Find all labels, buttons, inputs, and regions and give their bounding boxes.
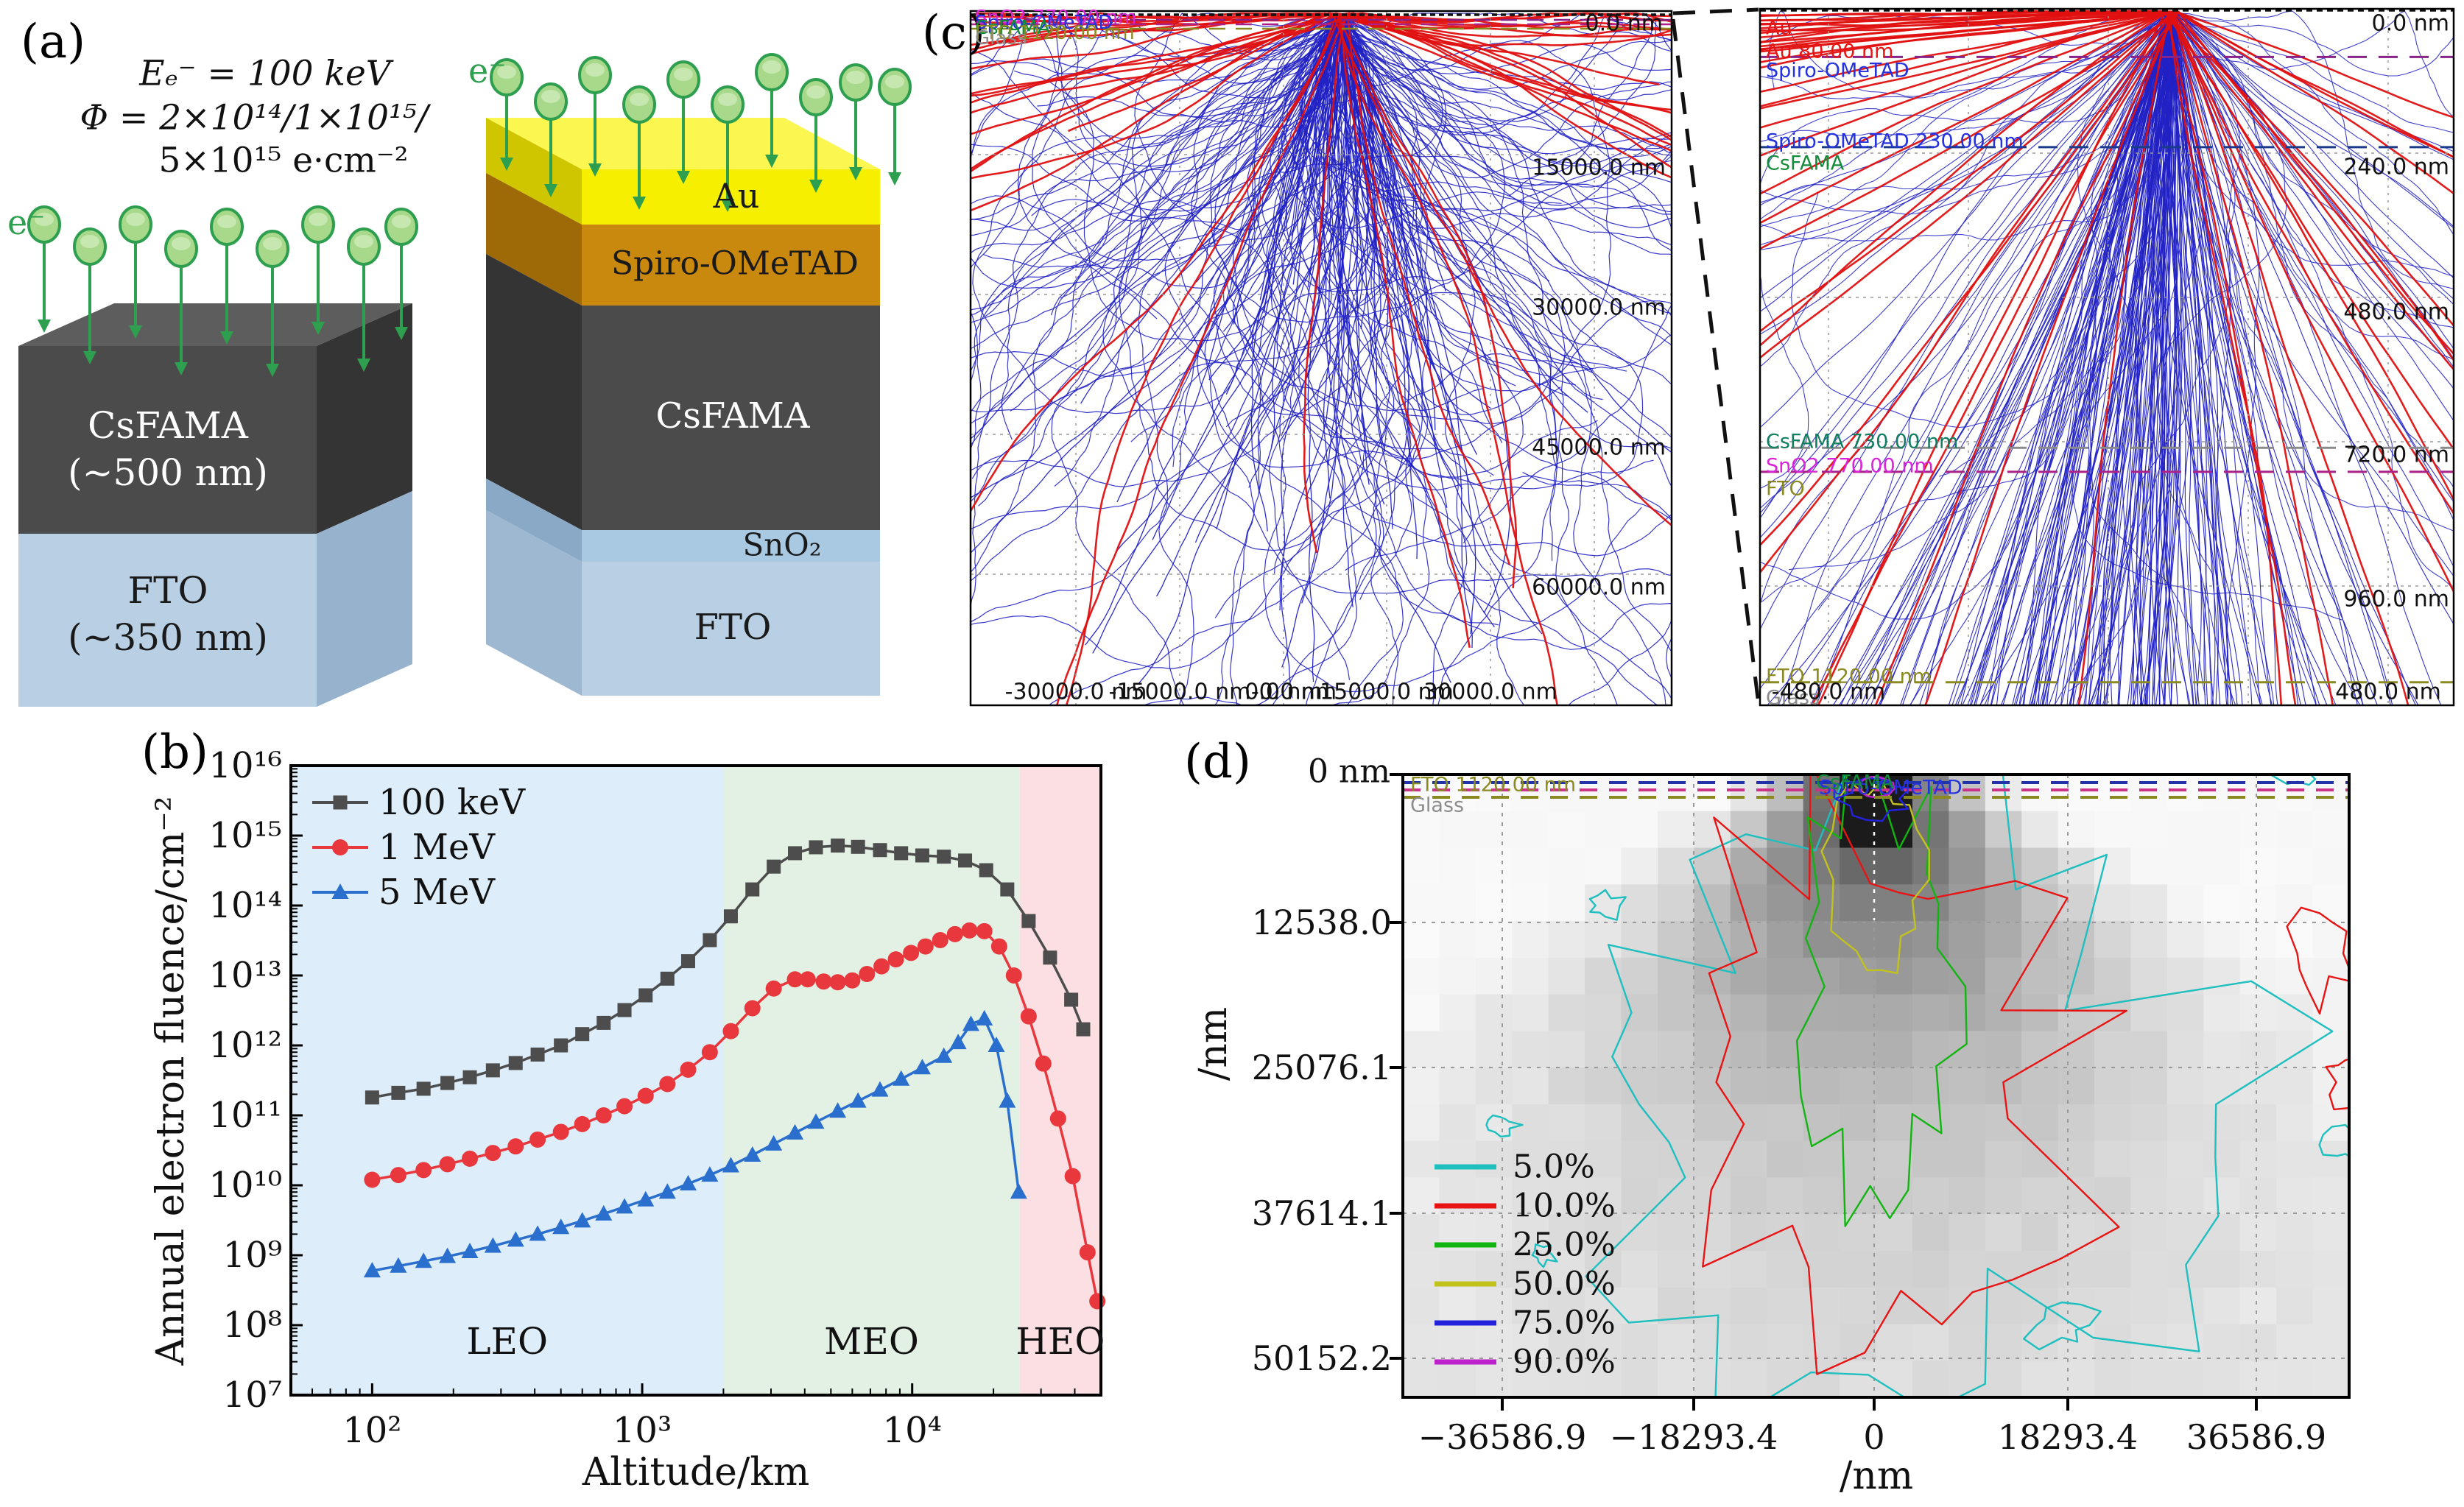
electron-icon [384,208,418,340]
contour-lines [1485,774,2349,1397]
region-HEO [1019,766,1101,1395]
left-sim-axes [969,7,1761,707]
electron-icon [210,208,244,345]
chart-b [289,764,1106,1397]
left-sim-frame [969,10,1673,707]
electron-icon [301,205,335,335]
electron-icon [711,85,745,212]
electron-icon [666,60,700,184]
electron-icon [27,205,61,333]
electron-icon [73,227,107,364]
series-5-MeV [363,1009,1027,1278]
panel-a-stacks [18,118,880,707]
electron-icon [622,85,656,210]
electron-icon [490,58,524,171]
electron-icon [878,68,912,186]
zoom-connector-bottom [1671,18,1761,705]
series-100-keV [365,839,1091,1105]
chart-b-frame [289,764,1102,1397]
electron-icon [164,230,198,375]
chart-d-frame [1401,773,2351,1399]
region-LEO [291,766,724,1395]
electron-icon [839,63,873,180]
right-sim-axes [1759,7,2455,707]
electron-icon [119,205,152,339]
left-sim-electron-trajectories [971,12,1672,705]
electron-icon [578,56,612,177]
right-sim-backscatter-trajectories [1760,10,2454,705]
series-1-MeV [364,922,1106,1310]
electron-icon [347,227,381,372]
zoom-connector-top [1672,7,1759,15]
electron-icon [534,82,568,197]
right-sim-frame [1759,7,2455,707]
electron-icon [256,230,289,377]
chart-d [1390,773,2351,1411]
electron-beam-a [27,53,912,377]
electron-icon [755,53,789,168]
heatmap-cells [1403,774,2349,1397]
electron-icon [799,78,833,193]
